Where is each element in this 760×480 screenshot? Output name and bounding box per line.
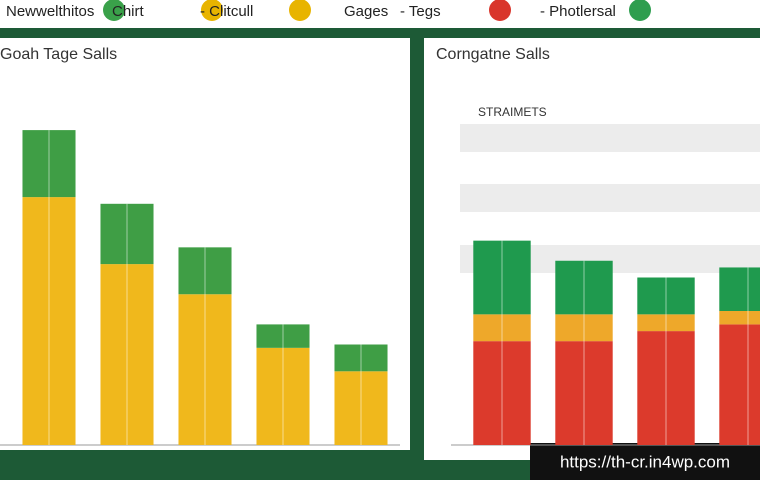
legend-dot — [289, 0, 311, 21]
legend-dot — [103, 0, 125, 21]
legend-label: Newwelthitos — [6, 3, 94, 20]
band-bg — [460, 124, 760, 273]
legend-label: Gages — [344, 3, 388, 20]
bar-segment — [719, 267, 760, 311]
watermark-box — [530, 443, 760, 480]
chart-title: Goah Tage Salls — [0, 46, 117, 63]
chart-title: Corngatne Salls — [436, 46, 550, 63]
bar-segment — [719, 311, 760, 325]
legend-dot — [489, 0, 511, 21]
legend-label: - Tegs — [400, 3, 441, 20]
bar-segment — [719, 324, 760, 445]
legend-dot — [629, 0, 651, 21]
watermark: https://th-cr.in4wp.com — [560, 452, 730, 471]
legend-dot — [201, 0, 223, 21]
legend-label: - Clitcull — [200, 3, 253, 20]
band — [460, 184, 760, 212]
chart-subtitle: STRAIMETS — [478, 105, 547, 119]
legend-label: - Photlersal — [540, 3, 616, 20]
band — [460, 124, 760, 152]
legend-label: Chirt — [112, 3, 145, 20]
